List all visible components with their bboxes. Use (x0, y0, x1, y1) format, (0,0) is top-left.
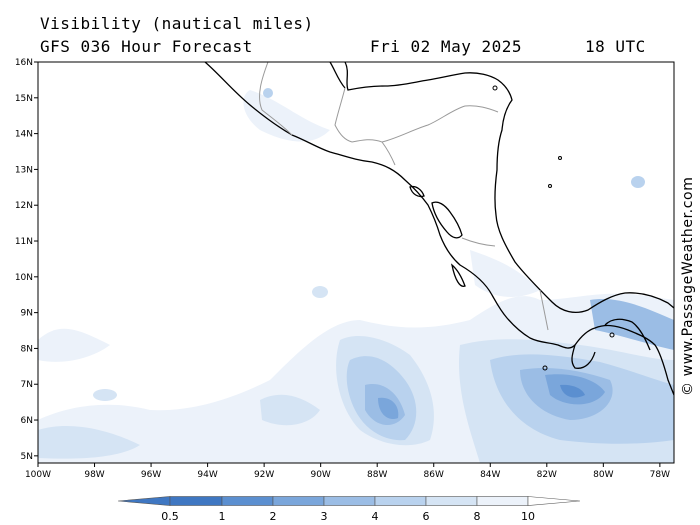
shade-light-gulf (243, 90, 330, 142)
map-title: Visibility (nautical miles) (40, 14, 314, 33)
border-line (334, 87, 353, 143)
legend-swatch (476, 496, 529, 506)
model-label: GFS 036 Hour Forecast (40, 37, 253, 56)
legend-swatch (272, 496, 325, 506)
island (542, 365, 548, 371)
shade-mid-left (260, 394, 320, 426)
pacific-coastline (204, 62, 674, 396)
gulf-of-honduras (329, 62, 346, 89)
lat-tick-label: 14N (15, 130, 33, 140)
visibility-legend: 0.5 1 2 3 4 6 8 10 (117, 496, 581, 523)
legend-swatch (425, 496, 478, 506)
shade-light-west (38, 328, 110, 362)
azuero-peninsula (571, 344, 596, 369)
island (558, 156, 562, 160)
border-line (259, 62, 293, 136)
border-line (539, 289, 549, 331)
lat-tick-label: 9N (21, 309, 33, 319)
lon-tick-label: 98W (84, 470, 104, 480)
lat-tick-label: 5N (21, 452, 33, 462)
lake-nicaragua (431, 201, 463, 239)
caribbean-coastline (344, 62, 674, 313)
lon-tick-label: 92W (254, 470, 274, 480)
lat-tick-label: 8N (21, 344, 33, 354)
gulf-of-panama (604, 318, 651, 351)
lon-tick-label: 82W (537, 470, 557, 480)
lat-tick-label: 16N (15, 58, 33, 68)
island (492, 85, 498, 91)
shade-patch (631, 176, 645, 188)
lake-managua (409, 185, 425, 198)
shade-patch (312, 286, 328, 298)
legend-tick-label: 1 (219, 510, 226, 523)
map-frame (37, 61, 675, 464)
legend-tick-label: 3 (321, 510, 328, 523)
lon-tick-label: 88W (367, 470, 387, 480)
legend-tick-label: 4 (372, 510, 379, 523)
forecast-date: Fri 02 May 2025 (370, 37, 522, 56)
legend-tick-label: 2 (270, 510, 277, 523)
lon-tick-label: 90W (310, 470, 330, 480)
shade-patch (93, 389, 117, 401)
legend-tick-label: 8 (474, 510, 481, 523)
lat-tick-label: 11N (15, 237, 33, 247)
gulf-of-nicoya (451, 263, 466, 287)
islands (492, 85, 615, 371)
coastline (204, 62, 674, 396)
shade-deep-central (378, 397, 399, 420)
legend-swatch (374, 496, 427, 506)
legend-tick-label: 10 (521, 510, 535, 523)
lon-tick-label: 78W (650, 470, 670, 480)
country-borders (259, 62, 549, 331)
lat-tick-label: 13N (15, 165, 33, 175)
legend-swatch (323, 496, 376, 506)
lat-tick-label: 7N (21, 380, 33, 390)
legend-swatch (169, 496, 223, 506)
border-line (381, 105, 499, 143)
shade-mid-west (38, 425, 140, 459)
credit-text: © www.PassageWeather.com (680, 176, 696, 396)
legend-tick-label: 0.5 (161, 510, 179, 523)
island (548, 184, 552, 188)
shade-deep-panama (560, 384, 585, 398)
lat-tick-label: 15N (15, 94, 33, 104)
shade-light-costa (470, 250, 540, 297)
lon-tick-label: 80W (593, 470, 613, 480)
forecast-time: 18 UTC (585, 37, 646, 56)
lon-tick-label: 84W (480, 470, 500, 480)
lon-tick-label: 86W (424, 470, 444, 480)
lat-tick-label: 6N (21, 416, 33, 426)
lon-tick-label: 94W (197, 470, 217, 480)
island (609, 332, 615, 338)
legend-swatch (221, 496, 274, 506)
legend-arrow-high (527, 496, 581, 506)
lat-tick-label: 12N (15, 201, 33, 211)
shade-patch (263, 88, 273, 98)
shade-dark-panama (590, 299, 674, 350)
lon-tick-label: 100W (25, 470, 51, 480)
lat-tick-label: 10N (15, 273, 33, 283)
border-line (461, 237, 496, 247)
latitude-axis: 5N 6N 7N 8N 9N 10N 11N 12N 13N 14N 15N 16N (15, 58, 38, 462)
lon-tick-label: 96W (141, 470, 161, 480)
visibility-shading (38, 88, 674, 463)
longitude-axis: 100W 98W 96W 94W 92W 90W 88W 86W 84W 82W 80W 78W (25, 463, 670, 480)
legend-arrow-low (117, 496, 171, 506)
legend-tick-label: 6 (423, 510, 430, 523)
